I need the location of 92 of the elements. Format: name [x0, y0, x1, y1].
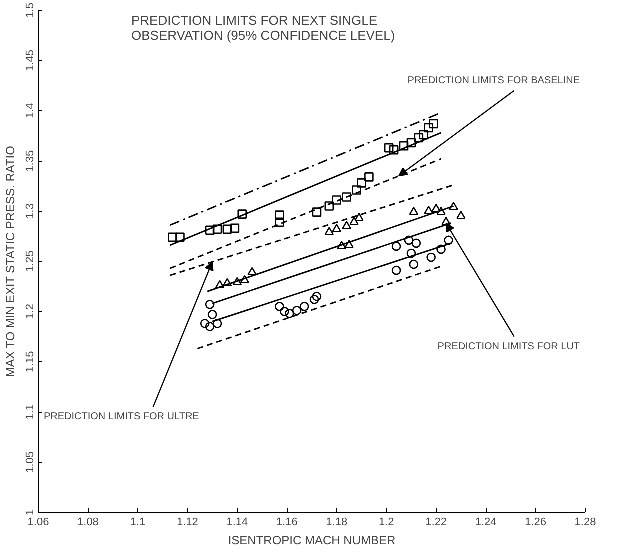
point [332, 196, 342, 205]
y-tick-label: 1.35 [24, 150, 36, 172]
point [404, 236, 414, 246]
point [300, 302, 310, 312]
point [312, 292, 322, 302]
annotation: PREDICTION LIMITS FOR LUT [438, 341, 580, 352]
point [436, 207, 446, 216]
point [436, 244, 446, 254]
point [449, 202, 458, 210]
point [230, 224, 240, 234]
x-tick-label: 1.28 [574, 516, 596, 528]
point [324, 202, 334, 211]
point [424, 206, 434, 214]
point [389, 145, 399, 155]
point [442, 217, 451, 226]
point [215, 280, 225, 289]
text: PREDICTION LIMITS FOR NEXT SINGLE OBSERVATION (95% CONFIDENCE LEVEL) [131, 13, 396, 44]
x-tick-label: 1.26 [525, 516, 546, 528]
y-tick-label: 1.2 [24, 304, 36, 320]
x-tick-label: 1.2 [378, 516, 394, 528]
point [409, 207, 419, 216]
point [357, 178, 366, 188]
point [409, 260, 419, 270]
point [444, 236, 454, 246]
point [406, 248, 416, 258]
y-tick-label: 1.4 [24, 103, 36, 119]
x-tick-label: 1.16 [276, 516, 298, 528]
x-tick-label: 1.22 [426, 516, 448, 528]
x-tick-label: 1.14 [226, 516, 248, 528]
x-axis-title: ISENTROPIC MACH NUMBER [228, 534, 396, 548]
point [208, 310, 218, 320]
point [275, 218, 284, 227]
point [419, 130, 429, 140]
y-tick-label: 1.3 [24, 204, 36, 219]
x-tick-label: 1.24 [475, 516, 497, 528]
x-tick-label: 1.08 [78, 516, 99, 528]
x-tick-label: 1.06 [28, 516, 50, 528]
point [240, 275, 250, 284]
annotation: PREDICTION LIMITS FOR ULTRE [44, 412, 200, 423]
y-tick-label: 1.05 [24, 452, 36, 474]
point [222, 278, 232, 287]
point [364, 172, 374, 182]
point [354, 213, 364, 222]
point [414, 133, 424, 143]
point [212, 319, 222, 328]
point [176, 232, 185, 242]
annotation: PREDICTION LIMITS FOR BASELINE [408, 75, 580, 86]
point [392, 242, 402, 252]
point [312, 208, 322, 217]
y-tick-label: 1.25 [24, 250, 36, 272]
point [350, 217, 359, 226]
point [200, 319, 210, 328]
point [424, 123, 434, 133]
point [205, 226, 215, 236]
y-tick-label: 1.15 [24, 351, 36, 373]
point [212, 224, 222, 234]
point [337, 241, 346, 250]
point [406, 138, 416, 148]
x-tick-label: 1.1 [130, 516, 146, 528]
point [205, 322, 215, 332]
point [275, 210, 284, 220]
point [344, 240, 354, 248]
point [456, 211, 466, 220]
point [332, 224, 342, 232]
point [429, 119, 438, 129]
point [342, 192, 352, 202]
y-axis-title: MAX TO MIN EXIT STATIC PRESS. RATIO [4, 146, 18, 378]
point [432, 204, 441, 212]
point [168, 232, 178, 242]
point [284, 309, 294, 318]
point [399, 141, 409, 151]
point [292, 306, 302, 316]
point [238, 210, 248, 219]
point [426, 252, 436, 262]
y-tick-label: 1 [24, 509, 36, 516]
point [280, 307, 290, 316]
x-tick-label: 1.12 [176, 516, 198, 528]
point [342, 221, 352, 230]
point [324, 227, 334, 236]
point [392, 266, 402, 276]
point [248, 267, 257, 276]
point [310, 295, 320, 304]
point [384, 143, 394, 153]
y-tick-label: 1.1 [24, 404, 36, 420]
point [222, 224, 232, 234]
point [232, 277, 242, 286]
x-tick-label: 1.18 [326, 516, 348, 528]
point [275, 302, 284, 312]
point [352, 186, 362, 195]
y-tick-label: 1.45 [24, 50, 36, 72]
point [412, 238, 422, 248]
y-tick-label: 1.5 [24, 2, 36, 18]
